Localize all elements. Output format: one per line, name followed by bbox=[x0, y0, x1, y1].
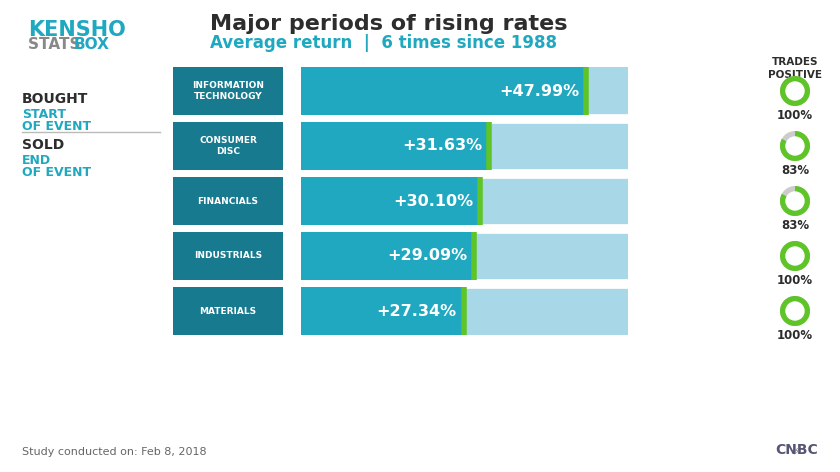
Text: 100%: 100% bbox=[777, 274, 813, 287]
Text: START: START bbox=[22, 108, 66, 121]
Text: END: END bbox=[22, 154, 51, 167]
Circle shape bbox=[786, 192, 804, 210]
FancyBboxPatch shape bbox=[173, 67, 283, 115]
Wedge shape bbox=[780, 76, 810, 106]
Circle shape bbox=[786, 82, 804, 100]
Wedge shape bbox=[780, 296, 810, 326]
Wedge shape bbox=[780, 76, 810, 106]
Wedge shape bbox=[780, 131, 810, 161]
Text: CNBC: CNBC bbox=[775, 443, 818, 457]
FancyBboxPatch shape bbox=[173, 122, 283, 170]
Text: BOX: BOX bbox=[74, 37, 110, 52]
Text: +31.63%: +31.63% bbox=[402, 138, 482, 153]
Text: SOLD: SOLD bbox=[22, 138, 64, 152]
Polygon shape bbox=[283, 67, 301, 115]
FancyBboxPatch shape bbox=[301, 122, 489, 170]
Polygon shape bbox=[283, 287, 301, 335]
Text: OF EVENT: OF EVENT bbox=[22, 120, 91, 133]
Text: Average return  |  6 times since 1988: Average return | 6 times since 1988 bbox=[210, 34, 557, 52]
Text: +47.99%: +47.99% bbox=[499, 84, 580, 99]
Text: 100%: 100% bbox=[777, 109, 813, 122]
Text: +27.34%: +27.34% bbox=[376, 303, 457, 319]
Polygon shape bbox=[283, 232, 301, 280]
FancyBboxPatch shape bbox=[173, 177, 283, 225]
FancyBboxPatch shape bbox=[301, 232, 628, 280]
Wedge shape bbox=[780, 241, 810, 271]
Text: INFORMATION
TECHNOLOGY: INFORMATION TECHNOLOGY bbox=[192, 81, 264, 101]
Text: BOUGHT: BOUGHT bbox=[22, 92, 88, 106]
FancyBboxPatch shape bbox=[301, 67, 586, 115]
Text: +30.10%: +30.10% bbox=[393, 194, 473, 209]
Text: +29.09%: +29.09% bbox=[387, 248, 467, 263]
FancyBboxPatch shape bbox=[301, 122, 628, 170]
Text: STATS: STATS bbox=[28, 37, 86, 52]
Text: 83%: 83% bbox=[781, 219, 809, 232]
Text: OF EVENT: OF EVENT bbox=[22, 166, 91, 179]
FancyBboxPatch shape bbox=[301, 67, 628, 115]
Wedge shape bbox=[780, 131, 810, 161]
FancyBboxPatch shape bbox=[301, 287, 464, 335]
FancyBboxPatch shape bbox=[301, 177, 628, 225]
Text: Study conducted on: Feb 8, 2018: Study conducted on: Feb 8, 2018 bbox=[22, 447, 207, 457]
Text: 83%: 83% bbox=[781, 164, 809, 177]
Wedge shape bbox=[780, 186, 810, 216]
Polygon shape bbox=[283, 177, 301, 225]
FancyBboxPatch shape bbox=[301, 287, 628, 335]
Text: Major periods of rising rates: Major periods of rising rates bbox=[210, 14, 568, 34]
Text: 100%: 100% bbox=[777, 329, 813, 342]
Circle shape bbox=[786, 247, 804, 265]
FancyBboxPatch shape bbox=[301, 177, 480, 225]
Text: CONSUMER
DISC: CONSUMER DISC bbox=[199, 136, 257, 156]
Text: MATERIALS: MATERIALS bbox=[199, 306, 256, 315]
Wedge shape bbox=[780, 241, 810, 271]
Text: FINANCIALS: FINANCIALS bbox=[197, 196, 259, 205]
FancyBboxPatch shape bbox=[173, 232, 283, 280]
Text: INDUSTRIALS: INDUSTRIALS bbox=[194, 252, 262, 261]
Circle shape bbox=[786, 302, 804, 320]
Wedge shape bbox=[780, 186, 810, 216]
FancyBboxPatch shape bbox=[173, 287, 283, 335]
Text: KENSHO: KENSHO bbox=[28, 20, 126, 40]
Text: ⚡: ⚡ bbox=[792, 447, 800, 457]
Circle shape bbox=[786, 137, 804, 155]
Text: TRADES
POSITIVE: TRADES POSITIVE bbox=[768, 57, 822, 80]
Wedge shape bbox=[780, 296, 810, 326]
Polygon shape bbox=[283, 122, 301, 170]
FancyBboxPatch shape bbox=[301, 232, 474, 280]
